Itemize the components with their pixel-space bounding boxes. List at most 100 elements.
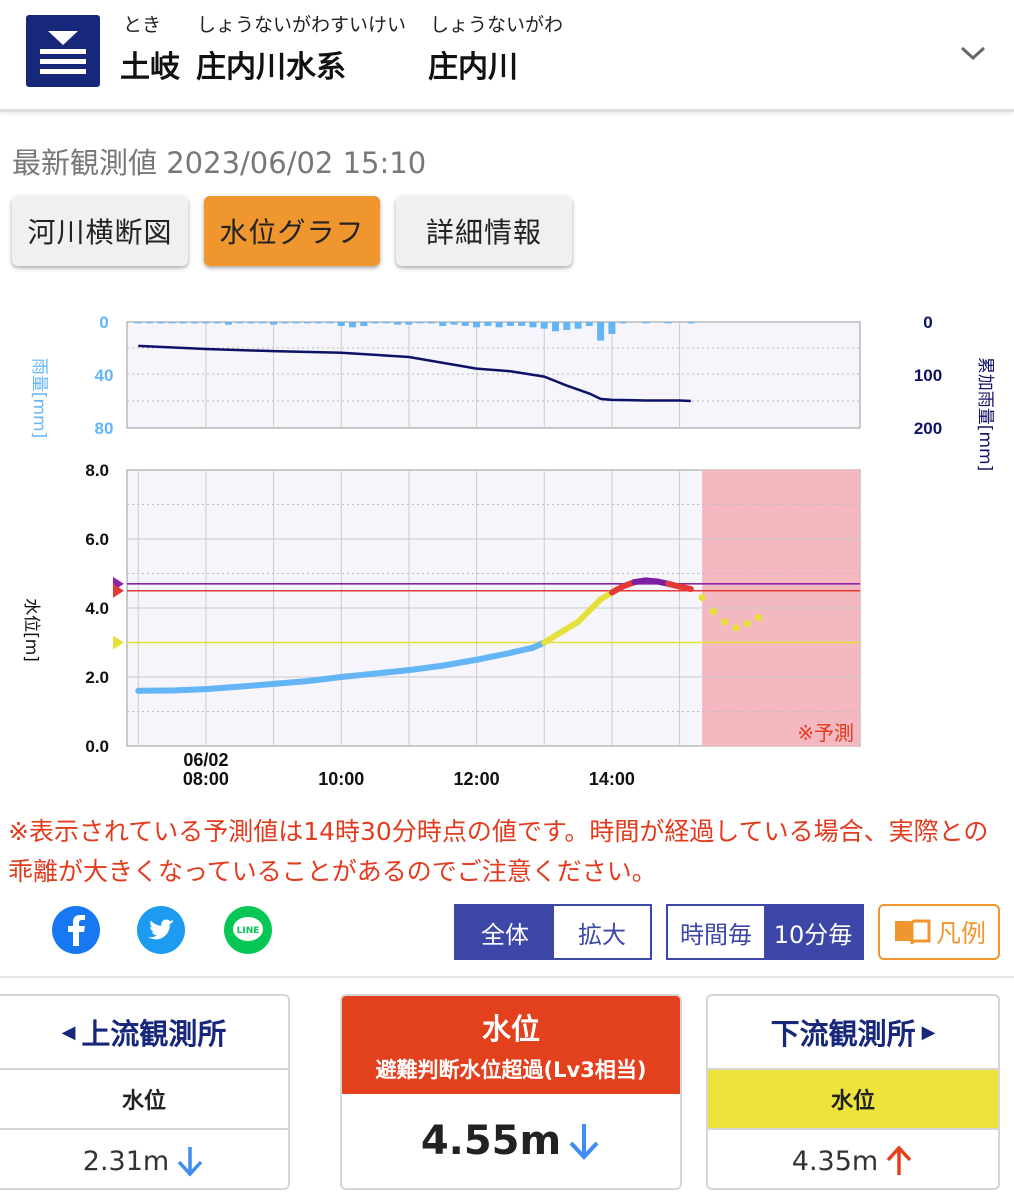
office-name: 土岐	[120, 50, 180, 85]
forecast-point	[709, 607, 718, 616]
rain-bar	[349, 322, 357, 328]
rainfall-plot-area	[126, 321, 861, 429]
water-level-station-icon	[26, 15, 100, 87]
threshold-marker	[113, 583, 124, 598]
observed-water-level-segment	[405, 662, 446, 674]
rain-bar	[146, 322, 154, 324]
rain-bar	[191, 322, 199, 324]
forecast-point	[732, 624, 740, 632]
rain-bar	[247, 322, 255, 324]
tab-water-level-graph[interactable]: 水位グラフ	[204, 196, 380, 266]
downstream-value: 4.35m	[791, 1145, 879, 1177]
cum-rain-axis-label: 累加雨量[mm]	[975, 357, 995, 471]
rain-bar	[563, 322, 571, 330]
system-ruby: しょうないがわすいけい	[197, 14, 407, 36]
rain-ytick: 40	[95, 366, 114, 385]
rain-bar	[213, 322, 221, 324]
tab-river-cross-section[interactable]: 河川横断図	[12, 196, 188, 266]
upstream-label: 水位	[0, 1070, 288, 1130]
observed-water-level-segment	[507, 644, 536, 656]
rain-bar	[134, 322, 142, 324]
rain-bar	[664, 322, 672, 324]
line-icon[interactable]: LINE	[224, 906, 272, 954]
wl-ytick: 2.0	[85, 668, 109, 687]
svg-text:LINE: LINE	[237, 926, 260, 936]
rain-bar	[303, 322, 311, 324]
rain-bar	[608, 322, 616, 334]
rain-bar	[642, 322, 650, 324]
observed-water-level-segment	[202, 683, 243, 693]
wl-ytick: 8.0	[85, 461, 109, 480]
river-name: 庄内川	[428, 50, 518, 85]
cum-rain-ytick: 200	[914, 419, 942, 438]
rain-bar	[270, 322, 278, 325]
rain-bar	[202, 322, 210, 324]
app-header: とき 土岐 しょうないがわすいけい 庄内川水系 しょうないがわ 庄内川	[0, 0, 1014, 112]
current-water-level-card: 水位 避難判断水位超過(Lv3相当) 4.55m	[340, 994, 682, 1190]
facebook-icon[interactable]	[52, 906, 100, 954]
rain-bar	[529, 322, 537, 328]
interval-toggle: 時間毎 10分毎	[666, 904, 864, 960]
twitter-icon[interactable]	[137, 906, 185, 954]
observed-water-level-segment	[236, 680, 277, 690]
rain-bar	[574, 322, 582, 329]
current-value: 4.55m	[420, 1118, 562, 1164]
wl-xtick: 12:00	[454, 769, 500, 789]
observed-water-level-segment	[304, 674, 345, 685]
river-ruby: しょうないがわ	[430, 14, 564, 36]
cum-rain-ytick: 100	[914, 366, 942, 385]
forecast-label: ※予測	[797, 721, 854, 745]
downstream-station-card[interactable]: 下流観測所 ▶ 水位 4.35m	[706, 994, 1000, 1190]
upstream-station-card[interactable]: ◀ 上流観測所 水位 2.31m	[0, 994, 290, 1190]
rain-bar	[258, 322, 266, 324]
rain-bar	[585, 322, 593, 326]
rain-bar	[224, 322, 232, 325]
rain-bar	[473, 322, 481, 328]
view-all-button[interactable]: 全体	[456, 906, 554, 958]
chevron-down-icon[interactable]	[956, 38, 990, 68]
rain-bar	[495, 322, 503, 328]
rain-bar	[371, 322, 379, 324]
rain-axis-label: 雨量[mm]	[29, 358, 49, 438]
divider	[0, 976, 1014, 978]
view-scale-toggle: 全体 拡大	[454, 904, 652, 960]
arrow-down-icon	[569, 1124, 599, 1160]
latest-observation-timestamp: 最新観測値 2023/06/02 15:10	[12, 146, 427, 180]
view-zoom-button[interactable]: 拡大	[554, 906, 650, 958]
book-icon	[894, 919, 931, 945]
water-level-chart: 0 40 80 0 100 200 雨量[mm] 累加雨量[mm] ※予測 0.0 2.0 4.0 6.…	[21, 313, 995, 789]
rain-bar	[552, 322, 560, 332]
upstream-value: 2.31m	[82, 1145, 170, 1177]
office-ruby: とき	[123, 14, 162, 36]
observed-water-level-segment	[338, 670, 379, 680]
interval-10min-button[interactable]: 10分毎	[764, 906, 862, 958]
observed-water-level-segment	[541, 618, 582, 646]
status-badge: 避難判断水位超過(Lv3相当)	[375, 1058, 647, 1082]
tab-detail-info[interactable]: 詳細情報	[396, 196, 572, 266]
rain-bar	[597, 322, 605, 341]
observed-water-level-segment	[169, 686, 209, 694]
arrow-down-icon	[177, 1147, 203, 1177]
rain-bar	[315, 322, 323, 324]
forecast-point	[721, 618, 729, 626]
downstream-label: 水位	[708, 1070, 998, 1130]
rain-bar	[236, 322, 244, 324]
rain-bar	[337, 322, 345, 326]
rain-bar	[292, 322, 300, 324]
triangle-right-icon: ▶	[921, 1021, 936, 1043]
interval-hourly-button[interactable]: 時間毎	[668, 906, 764, 958]
observed-water-level-segment	[676, 583, 694, 593]
rain-bar	[450, 322, 458, 325]
forecast-point	[743, 619, 751, 628]
rain-bar	[382, 322, 390, 324]
observed-water-level-segment	[439, 656, 480, 669]
legend-button[interactable]: 凡例	[878, 904, 1000, 960]
observed-water-level-segment	[473, 649, 514, 663]
rain-bar	[518, 322, 526, 326]
rain-bar	[394, 322, 402, 325]
forecast-point	[754, 614, 763, 622]
wl-xtick: 08:00	[183, 769, 229, 789]
arrow-up-icon	[886, 1145, 912, 1175]
legend-label: 凡例	[935, 919, 986, 948]
cum-rain-ytick: 0	[923, 313, 932, 332]
